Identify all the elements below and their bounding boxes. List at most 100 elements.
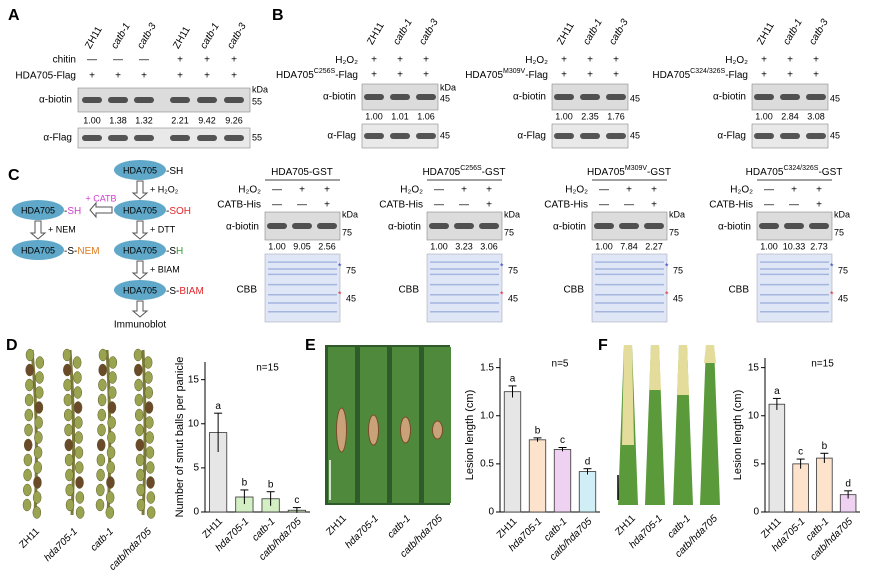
- grain: [74, 431, 83, 444]
- panel-label: E: [305, 337, 316, 354]
- blot-label: CBB: [563, 285, 584, 296]
- quant-value: 1.00: [83, 115, 101, 125]
- label-part: HDA705: [465, 70, 503, 81]
- blot-label: α-biotin: [713, 92, 746, 103]
- treatment-mark: —: [272, 185, 282, 196]
- grain: [24, 423, 33, 437]
- marker-label: 55: [252, 96, 262, 106]
- blot-label: α-Flag: [517, 131, 546, 142]
- arrow: [131, 220, 149, 240]
- grain: [23, 483, 32, 497]
- blot-band: [364, 133, 384, 139]
- unit-label: kDa: [669, 209, 685, 219]
- row-label: H₂O₂: [730, 185, 753, 196]
- blot-band: [554, 94, 574, 100]
- treatment-mark: +: [371, 55, 377, 66]
- treatment-mark: +: [816, 200, 822, 211]
- grain: [144, 386, 153, 399]
- y-tick-label: 1.0: [480, 410, 494, 421]
- treatment-mark: —: [624, 200, 634, 211]
- blot-band: [619, 223, 639, 229]
- grain: [24, 408, 34, 422]
- blot-band: [82, 97, 102, 103]
- protein-node: [114, 200, 166, 220]
- y-tick-label: 5: [753, 459, 759, 470]
- treatment-mark: +: [177, 71, 183, 82]
- label-part: HDA705: [422, 167, 460, 178]
- lesion: [368, 414, 379, 446]
- row-label: H₂O₂: [725, 55, 748, 66]
- blot-band: [416, 133, 436, 139]
- grain: [144, 371, 153, 384]
- label-part: C324/326S: [690, 68, 725, 75]
- treatment-mark: +: [371, 70, 377, 81]
- treatment-mark: —: [764, 200, 774, 211]
- grain: [96, 453, 106, 467]
- grain: [97, 423, 106, 437]
- blot-band: [606, 94, 626, 100]
- marker-label: 75: [508, 265, 518, 275]
- quant-value: 1.76: [607, 111, 625, 121]
- bar: [528, 439, 547, 513]
- gel: [756, 253, 833, 323]
- treatment-mark: +: [231, 55, 237, 66]
- y-tick-label: 10: [748, 410, 760, 421]
- grain: [63, 408, 73, 422]
- bar: [553, 449, 572, 513]
- blot-band: [390, 133, 410, 139]
- blot-label: α-biotin: [513, 92, 546, 103]
- blot-band: [317, 223, 337, 229]
- marker-label: 75: [342, 227, 352, 237]
- treatment-mark: +: [324, 200, 330, 211]
- grain: [72, 356, 82, 369]
- grain: [96, 468, 105, 482]
- quant-value: 1.00: [760, 241, 778, 251]
- unit-label: kDa: [504, 209, 520, 219]
- row-label: HDA705C324/326S-Flag: [652, 68, 748, 80]
- label-part: HDA705: [276, 70, 314, 81]
- grain: [143, 356, 153, 369]
- unit-label: kDa: [342, 209, 358, 219]
- leaf: [700, 345, 720, 505]
- blot-band: [479, 223, 499, 229]
- row-label: H₂O₂: [525, 55, 548, 66]
- blot-label: CBB: [398, 285, 419, 296]
- grain: [63, 363, 72, 377]
- arrow: [29, 220, 47, 240]
- node-label: HDA705: [123, 205, 157, 215]
- grain: [73, 371, 82, 384]
- quant-value: 9.42: [198, 115, 216, 125]
- significance-letter: b: [822, 441, 828, 452]
- blot-band: [197, 135, 217, 141]
- marker-label: 75: [838, 265, 848, 275]
- node-label: HDA705: [123, 245, 157, 255]
- bar: [792, 463, 809, 513]
- panel-label: A: [8, 7, 20, 24]
- treatment-mark: —: [459, 200, 469, 211]
- edge-label: + NEM: [48, 224, 76, 234]
- marker-label: 75: [673, 265, 683, 275]
- label-part: H₂O₂: [335, 55, 358, 66]
- treatment-mark: +: [204, 55, 210, 66]
- treatment-mark: —: [272, 200, 282, 211]
- label-part: -S: [166, 246, 176, 257]
- y-tick-label: 1.5: [480, 362, 494, 373]
- treatment-mark: +: [299, 185, 305, 196]
- grain: [97, 393, 107, 407]
- treatment-mark: +: [813, 70, 819, 81]
- grain: [145, 431, 154, 444]
- marker-label: 45: [440, 93, 450, 103]
- grain: [64, 423, 73, 437]
- grain: [106, 446, 116, 459]
- lesion: [704, 345, 716, 363]
- label-part: BIAM: [179, 286, 203, 297]
- label-part: -GST: [818, 167, 842, 178]
- treatment-mark: +: [204, 71, 210, 82]
- grain: [136, 498, 146, 512]
- treatment-mark: +: [816, 185, 822, 196]
- edge-label: + H₂O₂: [150, 184, 179, 194]
- treatment-mark: —: [789, 200, 799, 211]
- blot-label: α-biotin: [718, 222, 751, 233]
- blot-label: α-biotin: [323, 92, 356, 103]
- marker-label: 45: [440, 130, 450, 140]
